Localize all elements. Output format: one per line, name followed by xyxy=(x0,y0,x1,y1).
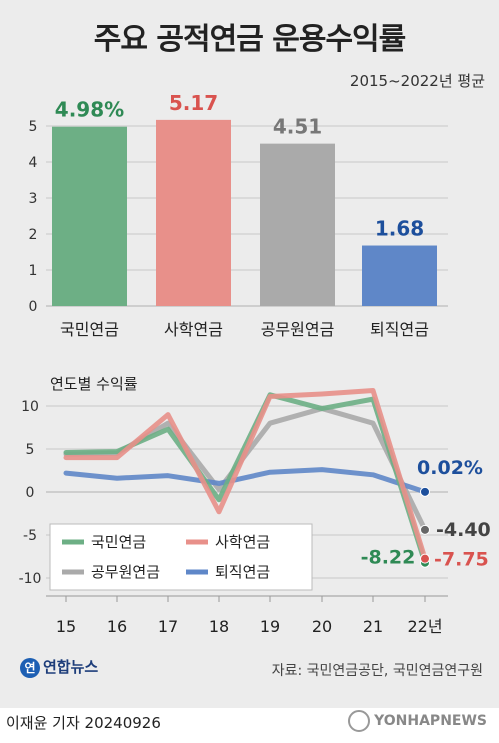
bar-category-label: 공무원연금 xyxy=(261,320,335,339)
bar-y-tick-label: 5 xyxy=(29,119,38,135)
line-y-tick-label: -10 xyxy=(19,571,42,587)
line-x-tick-label: 19 xyxy=(260,617,280,636)
line-x-tick-label: 15 xyxy=(56,617,76,636)
line-y-tick-label: 0 xyxy=(26,485,35,501)
series-end-point xyxy=(420,524,430,535)
series-line xyxy=(63,406,428,533)
line-x-tick-label: 17 xyxy=(158,617,178,636)
bar-y-tick-label: 0 xyxy=(29,299,38,315)
series-end-point xyxy=(420,486,430,497)
line-chart-title: 연도별 수익률 xyxy=(50,375,138,393)
legend-label: 국민연금 xyxy=(91,533,146,551)
line-x-tick-label: 16 xyxy=(107,617,127,636)
bar-category-label: 퇴직연금 xyxy=(370,320,429,339)
watermark-icon xyxy=(348,710,371,732)
bar xyxy=(156,119,231,306)
chart-subtitle: 2015~2022년 평균 xyxy=(349,72,485,90)
chart-title: 주요 공적연금 운용수익률 xyxy=(93,22,407,57)
bar-value-label: 5.17 xyxy=(169,91,218,115)
bar-value-label: 4.98% xyxy=(55,98,124,122)
line-y-tick-label: 5 xyxy=(26,442,35,458)
watermark: YONHAPNEWS xyxy=(348,710,487,732)
legend-label: 공무원연금 xyxy=(91,563,160,581)
bar-category-label: 국민연금 xyxy=(60,320,119,339)
byline: 이재윤 기자 20240926 xyxy=(6,714,161,732)
series-end-label: -8.22 xyxy=(361,547,416,569)
infographic-card: 주요 공적연금 운용수익률 2015~2022년 평균 0 1 2 3 4 5 4.98% 국… xyxy=(0,0,499,708)
line-legend xyxy=(49,523,313,591)
yonhap-logo-icon: 연 xyxy=(20,657,40,678)
series-end-label: 0.02% xyxy=(417,457,483,479)
bar-y-tick-label: 2 xyxy=(29,227,38,243)
watermark-text: YONHAPNEWS xyxy=(374,713,487,729)
bar-y-tick-label: 3 xyxy=(29,191,38,207)
bar xyxy=(362,245,437,306)
series-end-label: -7.75 xyxy=(434,549,489,571)
line-x-tick-label: 21 xyxy=(363,617,383,636)
line-x-tick-label: 22년 xyxy=(407,617,442,636)
yonhap-logo: 연 연합뉴스 xyxy=(20,656,98,678)
series-line xyxy=(63,388,428,562)
series-line xyxy=(63,467,428,495)
series-end-label: -4.40 xyxy=(436,519,491,541)
bar-value-label: 1.68 xyxy=(375,217,424,241)
bar-y-tick-label: 1 xyxy=(29,263,38,279)
line-y-tick-label: -5 xyxy=(23,528,37,544)
bar xyxy=(260,143,335,306)
bar-category-label: 사학연금 xyxy=(164,320,223,339)
legend-label: 퇴직연금 xyxy=(215,563,270,581)
legend-label: 사학연금 xyxy=(215,533,270,551)
series-end-point xyxy=(420,553,430,564)
source-note: 자료: 국민연금공단, 국민연금연구원 xyxy=(271,663,483,679)
line-x-tick-label: 20 xyxy=(312,617,332,636)
line-x-tick-label: 18 xyxy=(209,617,229,636)
bar-value-label: 4.51 xyxy=(273,115,322,139)
bar-y-tick-label: 4 xyxy=(29,155,38,171)
line-y-tick-label: 10 xyxy=(21,399,39,415)
yonhap-logo-text: 연합뉴스 xyxy=(43,658,99,676)
charts-canvas: 0 1 2 3 4 5 4.98% 국민연금 5.17 사학연금 4.51 공무원연금 1.68 퇴직연금… xyxy=(19,91,491,636)
bar xyxy=(52,126,127,306)
